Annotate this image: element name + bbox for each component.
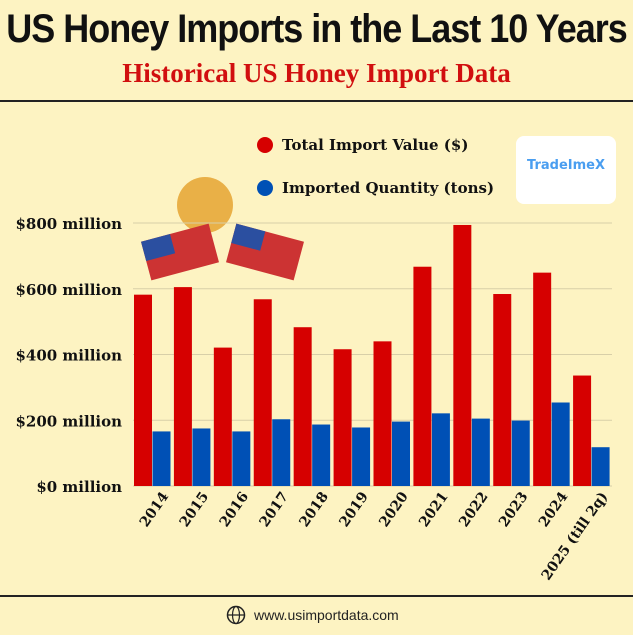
quantity-bar [431,413,450,486]
quantity-bar [272,419,291,486]
tradeimex-logo: TradeImeX [516,136,616,204]
website-link[interactable]: www.usimportdata.com [254,607,399,623]
quantity-bar [392,421,410,486]
value-bar [253,299,272,486]
globe-icon [226,605,246,625]
value-bar [493,294,512,486]
quantity-bar [352,427,371,486]
legend-marker [257,180,273,196]
logo-text: TradeImeX [527,158,605,173]
value-bar [293,327,312,486]
value-bar [213,347,232,486]
quantity-bar [312,424,331,486]
value-bar [333,349,352,486]
value-bar [533,272,552,486]
x-tick-label: 2021 [416,489,451,530]
quantity-bar [511,420,530,486]
legend-label: Total Import Value ($) [282,136,468,154]
value-bar [173,287,192,486]
legend-marker [257,137,273,153]
y-tick-label: $200 million [15,412,122,430]
x-tick-label: 2016 [217,489,252,530]
quantity-bar [152,431,171,486]
y-tick-label: $0 million [36,478,122,496]
honey-jar-illustration [177,177,233,233]
quantity-bar [591,447,610,486]
page-title: US Honey Imports in the Last 10 Years [6,5,628,51]
honey-flags-illustration [141,177,304,281]
chart: $0 million $200 million $400 million $600 m… [15,136,612,583]
value-bar [573,375,592,486]
y-tick-label: $400 million [15,347,122,365]
footer: www.usimportdata.com [0,595,633,635]
x-tick-label: 2023 [496,489,531,530]
legend-label: Imported Quantity (tons) [282,179,494,197]
x-tick-label: 2019 [336,489,371,530]
x-tick-label: 2022 [456,489,491,530]
quantity-bar [551,402,570,486]
quantity-bar [471,418,490,486]
x-tick-label: 2018 [296,489,331,530]
x-tick-label: 2020 [376,489,412,530]
x-tick-label: 2017 [257,489,292,530]
value-bar [413,266,432,486]
quantity-bar [192,428,211,486]
x-tick-label: 2024 [536,489,572,530]
x-tick-label: 2014 [137,489,173,530]
quantity-bar [232,431,251,486]
value-bar [134,294,152,486]
y-tick-label: $800 million [15,215,122,233]
value-bar [373,341,392,486]
y-tick-label: $600 million [15,281,122,299]
value-bar [453,224,472,486]
page-subtitle: Historical US Honey Import Data [122,58,511,88]
header: US Honey Imports in the Last 10 Years Hi… [0,0,633,102]
x-tick-label: 2015 [177,489,212,530]
